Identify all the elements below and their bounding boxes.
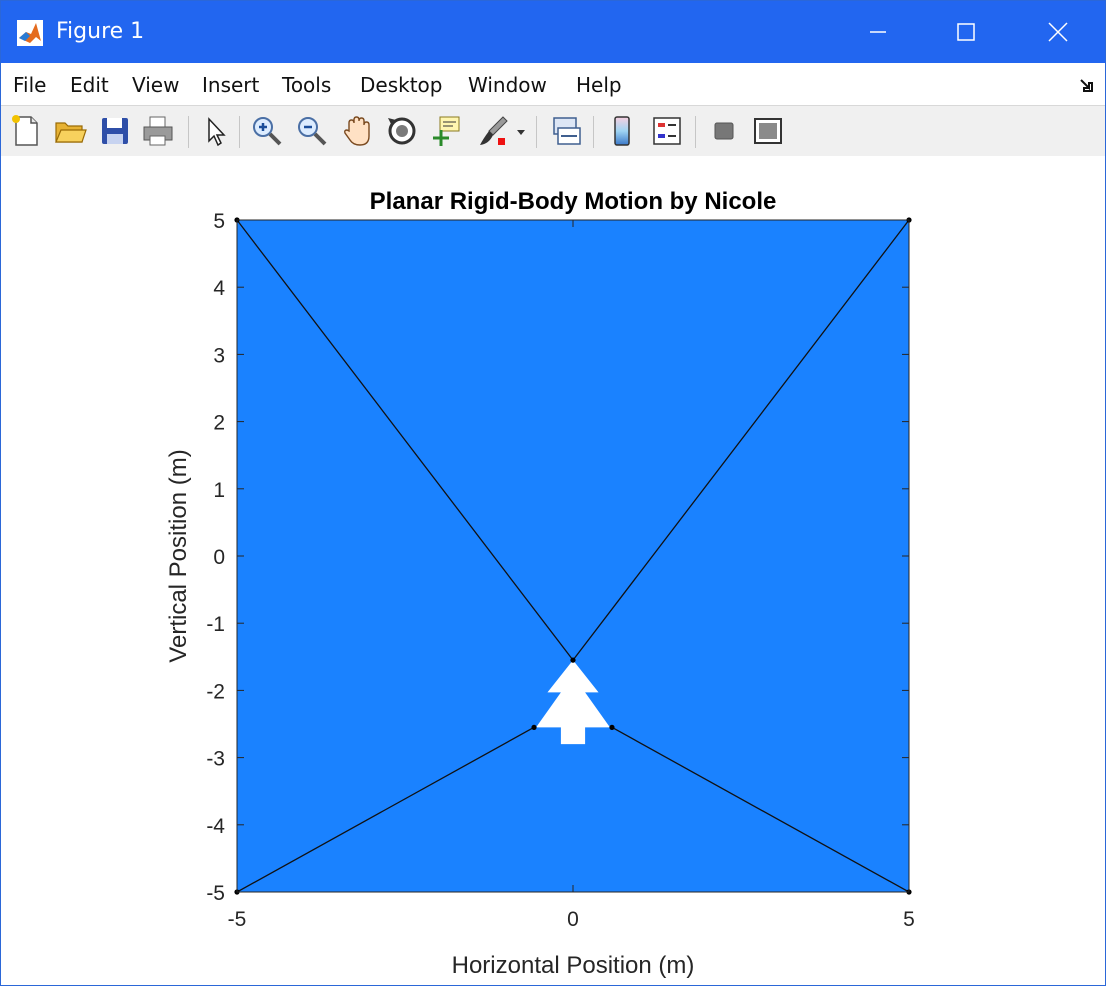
data-cursor-icon[interactable] <box>429 114 463 148</box>
y-axis-label: Vertical Position (m) <box>165 449 192 662</box>
y-tick-label: 1 <box>213 479 225 502</box>
y-tick-label: 0 <box>213 546 225 569</box>
brush-icon[interactable] <box>477 114 511 148</box>
toolbar-separator <box>188 116 189 148</box>
plot-points <box>234 217 912 895</box>
tree-shape <box>536 660 610 745</box>
title-bar[interactable]: Figure 1 <box>1 1 1105 63</box>
brush-dropdown-icon[interactable] <box>516 129 526 137</box>
zoom-out-icon[interactable] <box>295 114 329 148</box>
minimize-icon <box>870 31 886 33</box>
show-plot-tools-icon[interactable] <box>751 114 785 148</box>
hide-plot-tools-icon[interactable] <box>707 114 741 148</box>
link-plot-icon[interactable] <box>549 114 583 148</box>
maximize-icon <box>957 23 975 41</box>
plot-line-0 <box>236 219 574 661</box>
toolbar-separator <box>536 116 537 148</box>
pointer-icon[interactable] <box>199 114 233 148</box>
menu-help[interactable]: Help <box>576 73 622 97</box>
new-figure-icon[interactable] <box>9 114 43 148</box>
toolbar-separator <box>695 116 696 148</box>
menu-bar: File Edit View Insert Tools Desktop Wind… <box>1 63 1105 105</box>
plot-lines <box>236 219 910 893</box>
axis-ticks: -5 0 5 5 4 3 2 1 0 -1 -2 -3 -4 -5 <box>206 210 915 931</box>
zoom-in-icon[interactable] <box>250 114 284 148</box>
figure-toolbar <box>1 105 1105 157</box>
plot-point-5 <box>531 724 537 730</box>
y-tick-label: -2 <box>206 680 225 703</box>
y-tick-label: 3 <box>213 344 225 367</box>
plot-point-4 <box>570 657 576 663</box>
plot-line-3 <box>611 726 910 893</box>
x-tick-label: 0 <box>567 908 579 931</box>
y-tick-label: 2 <box>213 412 225 435</box>
x-tick-label: 5 <box>903 908 915 931</box>
toolbar-separator <box>593 116 594 148</box>
menu-view[interactable]: View <box>132 73 180 97</box>
window-title: Figure 1 <box>56 19 145 44</box>
close-icon <box>1048 22 1068 42</box>
y-tick-label: -5 <box>206 882 225 905</box>
plot-point-6 <box>609 724 615 730</box>
plot-svg[interactable]: -5 0 5 5 4 3 2 1 0 -1 -2 -3 -4 -5 Planar Rigid-Body M… <box>1 156 1105 985</box>
menu-window[interactable]: Window <box>468 73 547 97</box>
y-tick-label: 5 <box>213 210 225 233</box>
open-folder-icon[interactable] <box>53 114 87 148</box>
y-tick-label: -3 <box>206 748 225 771</box>
maximize-button[interactable] <box>931 1 1001 63</box>
y-tick-label: -1 <box>206 613 225 636</box>
axes-background <box>237 220 909 892</box>
menu-desktop[interactable]: Desktop <box>360 73 443 97</box>
print-icon[interactable] <box>141 114 175 148</box>
menu-edit[interactable]: Edit <box>70 73 109 97</box>
matlab-icon <box>17 20 43 46</box>
y-tick-label: -4 <box>206 815 225 838</box>
save-icon[interactable] <box>98 114 132 148</box>
y-tick-label: 4 <box>213 277 225 300</box>
rotate-3d-icon[interactable] <box>385 114 419 148</box>
dock-arrow-icon[interactable] <box>1079 77 1095 93</box>
colorbar-icon[interactable] <box>605 114 639 148</box>
close-button[interactable] <box>1023 1 1093 63</box>
x-axis-label: Horizontal Position (m) <box>452 952 695 979</box>
menu-file[interactable]: File <box>13 73 47 97</box>
menu-tools[interactable]: Tools <box>282 73 332 97</box>
chart-title: Planar Rigid-Body Motion by Nicole <box>370 188 777 215</box>
figure-canvas[interactable]: -5 0 5 5 4 3 2 1 0 -1 -2 -3 -4 -5 Planar Rigid-Body M… <box>1 156 1105 985</box>
legend-icon[interactable] <box>650 114 684 148</box>
pan-hand-icon[interactable] <box>340 114 374 148</box>
x-tick-label: -5 <box>228 908 247 931</box>
plot-line-2 <box>236 726 535 893</box>
minimize-button[interactable] <box>843 1 913 63</box>
plot-line-1 <box>572 219 910 661</box>
toolbar-separator <box>239 116 240 148</box>
menu-insert[interactable]: Insert <box>202 73 260 97</box>
